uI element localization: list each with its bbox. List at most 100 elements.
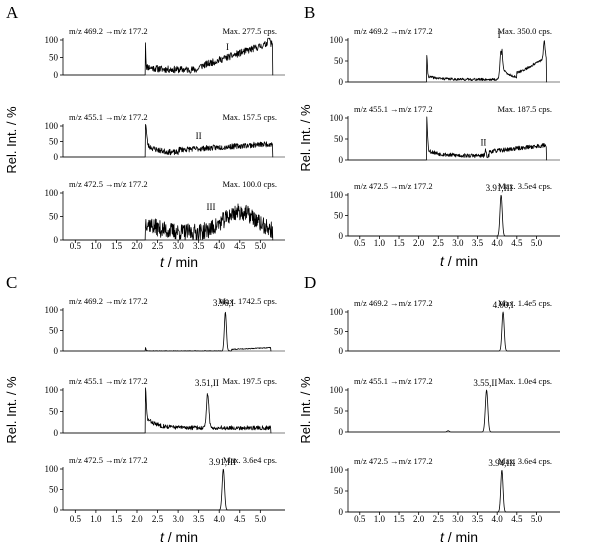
y-tick-label: 50 <box>49 137 59 147</box>
max-intensity-label: Max. 277.5 cps. <box>222 26 277 36</box>
x-axis-label-unit: / min <box>444 529 478 545</box>
x-tick-label: 1.0 <box>90 241 102 251</box>
peak-label: 3.51,II <box>195 378 219 388</box>
x-tick-label: 4.0 <box>214 514 226 524</box>
peak-label: 3.91,III <box>209 457 236 467</box>
x-tick-label: 3.0 <box>172 241 184 251</box>
y-tick-label: 50 <box>334 134 344 144</box>
max-intensity-label: Max. 197.5 cps. <box>222 376 277 386</box>
max-intensity-label: Max. 1.0e4 cps. <box>498 376 552 386</box>
panel-c: C Rel. Int. / % t / min 0.5 1.0 1.5 2.0 2.5 3.0 3… <box>4 273 286 545</box>
y-axis-label: Rel. Int. / % <box>298 104 313 172</box>
y-tick-label: 0 <box>54 235 59 245</box>
chromatogram-trace <box>62 203 274 241</box>
x-tick-label: 1.0 <box>90 514 102 524</box>
y-tick-label: 50 <box>334 406 344 416</box>
chromatogram-trace <box>347 194 561 237</box>
transition-label: m/z 472.5 →m/z 177.2 <box>69 179 148 189</box>
transition-label: m/z 472.5 →m/z 177.2 <box>354 181 433 191</box>
transition-label: m/z 455.1 →m/z 177.2 <box>69 376 148 386</box>
y-tick-label: 0 <box>339 427 344 437</box>
x-tick-label: 3.5 <box>472 238 484 248</box>
y-tick-label: 100 <box>45 385 59 395</box>
panel-letter: D <box>304 273 316 292</box>
peak-label: 3.96,I <box>213 298 234 308</box>
x-tick-label: 2.0 <box>131 514 143 524</box>
panel-d: D Rel. Int. / % t / min 0.5 1.0 1.5 2.0 2.5 3.0 3… <box>298 273 561 545</box>
y-tick-label: 50 <box>49 326 59 336</box>
x-tick-label: 1.5 <box>393 514 405 524</box>
chromatogram-trace <box>347 40 547 83</box>
x-axis-label: t / min <box>440 253 478 269</box>
x-tick-label: 5.0 <box>531 514 543 524</box>
y-tick-label: 100 <box>45 188 59 198</box>
y-tick-label: 100 <box>45 121 59 131</box>
x-axis-label-unit: / min <box>164 254 198 270</box>
x-tick-label: 0.5 <box>354 514 366 524</box>
max-intensity-label: Max. 187.5 cps. <box>497 104 552 114</box>
y-tick-label: 50 <box>334 486 344 496</box>
transition-label: m/z 455.1 →m/z 177.2 <box>354 376 433 386</box>
y-axis-label: Rel. Int. / % <box>4 106 19 174</box>
y-tick-label: 50 <box>334 211 344 221</box>
y-tick-label: 0 <box>339 231 344 241</box>
transition-label: m/z 472.5 →m/z 177.2 <box>354 456 433 466</box>
transition-label: m/z 472.5 →m/z 177.2 <box>69 455 148 465</box>
trace-3: 0 50 100 m/z 472.5 →m/z 177.2 Max. 3.6e4 cps… <box>330 456 561 517</box>
x-tick-label: 3.5 <box>193 514 205 524</box>
x-tick-label: 4.5 <box>234 514 246 524</box>
x-tick-label: 4.5 <box>511 238 523 248</box>
x-axis-label-symbol: t <box>160 529 165 545</box>
chromatogram-trace <box>347 470 561 513</box>
transition-label: m/z 455.1 →m/z 177.2 <box>354 104 433 114</box>
peak-label: I <box>226 42 229 52</box>
transition-label: m/z 469.2 →m/z 177.2 <box>354 26 433 36</box>
y-tick-label: 100 <box>45 305 59 315</box>
max-intensity-label: Max. 1742.5 cps. <box>218 296 277 306</box>
y-tick-label: 0 <box>54 505 59 515</box>
trace-2: 0 50 100 m/z 455.1 →m/z 177.2 Max. 187.5 cps… <box>330 104 560 165</box>
x-tick-label: 2.0 <box>413 238 425 248</box>
x-axis-label-symbol: t <box>160 254 165 270</box>
chromatogram-trace <box>347 311 561 352</box>
chromatogram-trace <box>62 124 274 158</box>
x-axis-label-unit: / min <box>164 529 198 545</box>
panel-a: A Rel. Int. / % t / min 0.5 1.0 1.5 2.0 2.5 3.0 3… <box>4 3 285 270</box>
x-tick-label: 3.5 <box>472 514 484 524</box>
y-axis-label: Rel. Int. / % <box>4 376 19 444</box>
x-tick-label: 1.0 <box>374 514 386 524</box>
x-tick-label: 4.0 <box>214 241 226 251</box>
x-tick-label: 4.0 <box>492 238 504 248</box>
y-tick-label: 100 <box>330 307 344 317</box>
chromatogram-trace <box>62 311 272 352</box>
peak-label: 3.91,III <box>486 183 513 193</box>
x-tick-label: 1.5 <box>111 241 123 251</box>
y-tick-label: 100 <box>330 190 344 200</box>
y-axis-label: Rel. Int. / % <box>298 376 313 444</box>
max-intensity-label: Max. 1.4e5 cps. <box>498 298 552 308</box>
x-tick-label: 4.0 <box>492 514 504 524</box>
y-tick-label: 100 <box>330 385 344 395</box>
y-tick-label: 0 <box>339 77 344 87</box>
x-tick-label: 4.5 <box>511 514 523 524</box>
max-intensity-label: Max. 100.0 cps. <box>222 179 277 189</box>
x-tick-label: 3.0 <box>452 514 464 524</box>
y-tick-label: 50 <box>334 327 344 337</box>
peak-label: III <box>207 202 216 212</box>
x-tick-label: 2.5 <box>152 241 164 251</box>
y-tick-label: 0 <box>339 155 344 165</box>
x-tick-label: 3.5 <box>193 241 205 251</box>
y-tick-label: 100 <box>330 35 344 45</box>
transition-label: m/z 469.2 →m/z 177.2 <box>69 296 148 306</box>
peak-label: II <box>480 138 486 148</box>
panel-letter: A <box>6 3 19 22</box>
x-tick-label: 2.5 <box>433 514 445 524</box>
peak-label: I <box>498 30 501 40</box>
x-tick-label: 1.5 <box>393 238 405 248</box>
x-tick-label: 1.0 <box>374 238 386 248</box>
x-tick-label: 2.5 <box>433 238 445 248</box>
max-intensity-label: Max. 3.5e4 cps. <box>498 181 552 191</box>
x-tick-label: 0.5 <box>70 514 82 524</box>
x-tick-label: 5.0 <box>255 514 267 524</box>
max-intensity-label: Max. 3.6e4 cps. <box>498 456 552 466</box>
